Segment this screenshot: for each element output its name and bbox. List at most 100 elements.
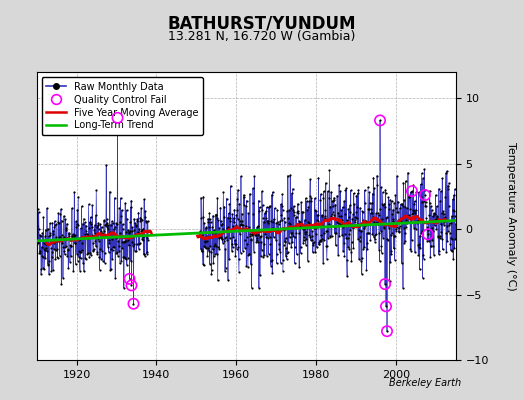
Point — [319, 260, 328, 266]
Point — [95, 238, 103, 244]
Point — [236, 231, 244, 237]
Point — [401, 178, 410, 184]
Point — [102, 222, 110, 228]
Point — [409, 207, 417, 213]
Point — [129, 300, 138, 307]
Point — [324, 217, 333, 223]
Point — [63, 252, 71, 259]
Point — [367, 217, 375, 224]
Point — [141, 218, 150, 224]
Point — [138, 227, 147, 233]
Point — [371, 235, 379, 242]
Point — [91, 238, 100, 244]
Point — [37, 266, 46, 272]
Point — [423, 226, 432, 233]
Point — [47, 244, 55, 251]
Point — [435, 248, 443, 254]
Point — [253, 224, 261, 231]
Point — [69, 268, 78, 274]
Point — [135, 226, 144, 232]
Point — [254, 238, 262, 245]
Point — [215, 224, 223, 231]
Point — [143, 232, 151, 239]
Point — [323, 243, 331, 249]
Point — [140, 196, 148, 202]
Point — [321, 214, 329, 221]
Point — [339, 204, 347, 210]
Point — [80, 230, 89, 237]
Point — [203, 252, 212, 259]
Point — [430, 222, 439, 229]
Point — [408, 211, 417, 217]
Point — [303, 258, 312, 264]
Point — [431, 217, 440, 224]
Point — [309, 240, 318, 246]
Point — [306, 176, 314, 183]
Point — [126, 204, 135, 210]
Point — [420, 186, 429, 193]
Point — [312, 230, 320, 237]
Point — [322, 180, 330, 186]
Point — [292, 251, 301, 258]
Point — [390, 233, 399, 239]
Point — [77, 225, 85, 231]
Point — [336, 188, 345, 194]
Point — [335, 220, 344, 227]
Point — [405, 193, 413, 200]
Point — [297, 244, 305, 250]
Point — [414, 189, 423, 196]
Point — [209, 260, 217, 266]
Point — [342, 222, 350, 228]
Point — [128, 224, 136, 231]
Point — [292, 214, 300, 220]
Point — [223, 225, 231, 232]
Point — [416, 245, 424, 251]
Point — [434, 234, 442, 240]
Point — [396, 217, 405, 224]
Point — [253, 234, 261, 241]
Point — [250, 248, 258, 255]
Point — [338, 232, 346, 239]
Point — [280, 227, 288, 234]
Point — [211, 241, 220, 248]
Point — [238, 210, 246, 217]
Point — [59, 275, 67, 281]
Point — [391, 192, 399, 199]
Point — [314, 212, 322, 218]
Point — [344, 206, 353, 212]
Point — [202, 225, 210, 232]
Point — [90, 230, 99, 236]
Point — [289, 233, 298, 240]
Point — [394, 209, 402, 216]
Point — [349, 211, 357, 218]
Point — [285, 240, 293, 246]
Point — [213, 195, 222, 201]
Point — [251, 232, 259, 238]
Point — [104, 222, 113, 229]
Point — [436, 198, 444, 204]
Point — [213, 277, 222, 284]
Point — [433, 214, 441, 220]
Point — [208, 267, 216, 273]
Point — [419, 252, 428, 258]
Point — [341, 231, 349, 238]
Point — [412, 188, 420, 195]
Point — [331, 224, 340, 230]
Point — [207, 249, 215, 255]
Point — [105, 240, 113, 246]
Point — [425, 188, 434, 194]
Point — [58, 218, 66, 224]
Point — [96, 246, 104, 252]
Point — [431, 211, 439, 217]
Point — [293, 214, 301, 220]
Point — [35, 250, 43, 256]
Point — [408, 188, 416, 194]
Point — [443, 168, 451, 174]
Point — [337, 213, 345, 220]
Point — [52, 221, 60, 227]
Point — [219, 226, 227, 232]
Point — [142, 219, 150, 225]
Point — [241, 245, 249, 251]
Point — [231, 241, 239, 247]
Point — [350, 224, 358, 230]
